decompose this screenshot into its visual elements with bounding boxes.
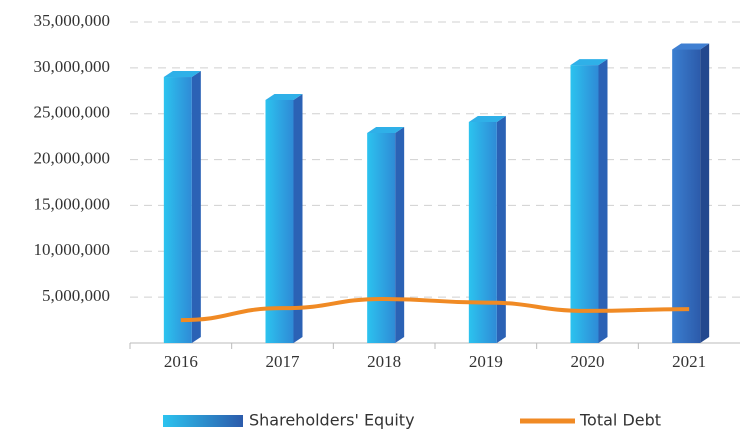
bar-side	[598, 59, 608, 343]
bar-top	[570, 59, 608, 66]
bar-top	[367, 126, 405, 133]
x-tick-label: 2018	[367, 352, 401, 371]
bar-top	[672, 43, 710, 50]
y-tick-label: 35,000,000	[34, 11, 111, 30]
bar	[367, 132, 396, 343]
bar-side	[700, 43, 710, 344]
legend-label: Shareholders' Equity	[249, 411, 415, 430]
x-tick-label: 2019	[469, 352, 503, 371]
legend-swatch	[163, 415, 243, 427]
y-tick-label: 30,000,000	[34, 57, 111, 76]
bar	[468, 121, 497, 344]
bar-top	[468, 115, 506, 122]
bar	[672, 49, 701, 344]
y-tick-label: 15,000,000	[34, 194, 111, 213]
bar-top	[163, 71, 201, 78]
bar-side	[191, 71, 201, 344]
bar-side	[293, 93, 303, 343]
bar	[265, 99, 294, 343]
bar	[570, 65, 599, 343]
legend-label: Total Debt	[579, 411, 661, 430]
x-tick-label: 2016	[164, 352, 198, 371]
x-tick-label: 2021	[672, 352, 706, 371]
bar-side	[496, 115, 506, 344]
x-tick-label: 2017	[266, 352, 301, 371]
bar-top	[265, 93, 303, 100]
bar-side	[395, 126, 405, 343]
x-tick-label: 2020	[571, 352, 605, 371]
y-tick-label: 10,000,000	[34, 240, 111, 259]
bar	[163, 77, 192, 344]
line	[180, 296, 690, 323]
y-tick-label: 25,000,000	[34, 103, 111, 122]
y-tick-label: 5,000,000	[42, 286, 110, 305]
y-tick-label: 20,000,000	[34, 148, 111, 167]
